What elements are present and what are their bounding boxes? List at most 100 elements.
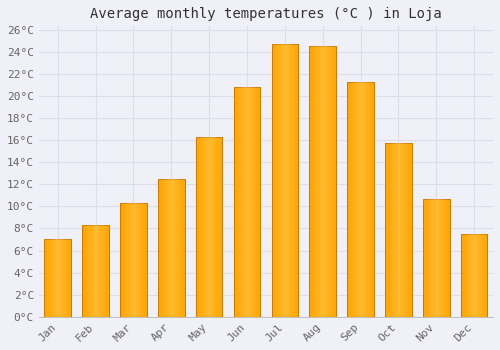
Bar xyxy=(160,179,162,317)
Bar xyxy=(62,239,63,317)
Bar xyxy=(444,198,446,317)
Bar xyxy=(197,137,198,317)
Bar xyxy=(247,87,248,317)
Bar xyxy=(482,234,484,317)
Bar xyxy=(204,137,205,317)
Bar xyxy=(389,144,390,317)
Bar xyxy=(468,234,469,317)
Bar xyxy=(398,144,400,317)
Bar xyxy=(390,144,392,317)
Bar xyxy=(82,225,109,317)
Bar xyxy=(201,137,202,317)
Bar xyxy=(409,144,410,317)
Bar xyxy=(440,198,442,317)
Bar xyxy=(52,239,54,317)
Bar xyxy=(332,46,334,317)
Bar xyxy=(322,46,324,317)
Bar xyxy=(158,179,160,317)
Bar xyxy=(284,44,285,317)
Bar xyxy=(386,144,388,317)
Bar xyxy=(179,179,180,317)
Bar xyxy=(448,198,450,317)
Bar xyxy=(424,198,426,317)
Bar xyxy=(198,137,200,317)
Bar xyxy=(385,144,411,317)
Bar xyxy=(98,225,100,317)
Bar xyxy=(64,239,66,317)
Bar xyxy=(430,198,431,317)
Bar xyxy=(105,225,106,317)
Bar xyxy=(410,144,412,317)
Bar xyxy=(174,179,176,317)
Bar xyxy=(292,44,293,317)
Bar xyxy=(320,46,322,317)
Bar xyxy=(82,225,84,317)
Bar xyxy=(206,137,208,317)
Bar xyxy=(280,44,281,317)
Bar xyxy=(352,82,354,317)
Bar xyxy=(472,234,473,317)
Bar xyxy=(90,225,92,317)
Bar xyxy=(44,239,46,317)
Bar xyxy=(196,137,222,317)
Bar xyxy=(256,87,258,317)
Bar xyxy=(366,82,367,317)
Bar xyxy=(135,203,136,317)
Bar xyxy=(243,87,244,317)
Bar xyxy=(120,203,122,317)
Bar xyxy=(220,137,221,317)
Bar xyxy=(293,44,294,317)
Bar xyxy=(446,198,447,317)
Bar xyxy=(48,239,50,317)
Bar xyxy=(221,137,222,317)
Bar xyxy=(101,225,102,317)
Bar xyxy=(106,225,108,317)
Bar xyxy=(314,46,315,317)
Bar xyxy=(473,234,474,317)
Bar xyxy=(130,203,131,317)
Bar xyxy=(128,203,130,317)
Bar xyxy=(273,44,274,317)
Bar xyxy=(246,87,247,317)
Bar xyxy=(348,82,350,317)
Bar xyxy=(97,225,98,317)
Bar xyxy=(234,87,260,317)
Bar xyxy=(46,239,47,317)
Bar xyxy=(474,234,476,317)
Bar xyxy=(234,87,235,317)
Bar xyxy=(89,225,90,317)
Bar xyxy=(140,203,141,317)
Bar xyxy=(180,179,182,317)
Bar xyxy=(168,179,170,317)
Bar xyxy=(289,44,290,317)
Bar xyxy=(359,82,360,317)
Bar xyxy=(447,198,448,317)
Bar xyxy=(172,179,174,317)
Bar xyxy=(67,239,68,317)
Bar xyxy=(461,234,487,317)
Bar xyxy=(252,87,254,317)
Bar xyxy=(238,87,239,317)
Bar xyxy=(131,203,132,317)
Bar xyxy=(348,82,374,317)
Bar xyxy=(213,137,214,317)
Bar xyxy=(462,234,464,317)
Bar xyxy=(423,198,424,317)
Bar xyxy=(218,137,220,317)
Bar xyxy=(392,144,393,317)
Bar xyxy=(50,239,51,317)
Bar xyxy=(297,44,298,317)
Bar xyxy=(93,225,94,317)
Bar xyxy=(435,198,436,317)
Bar xyxy=(248,87,250,317)
Bar xyxy=(466,234,468,317)
Bar xyxy=(250,87,251,317)
Bar xyxy=(170,179,172,317)
Bar xyxy=(358,82,359,317)
Bar xyxy=(402,144,404,317)
Bar xyxy=(350,82,352,317)
Bar xyxy=(162,179,164,317)
Bar xyxy=(427,198,428,317)
Bar xyxy=(255,87,256,317)
Bar xyxy=(196,137,197,317)
